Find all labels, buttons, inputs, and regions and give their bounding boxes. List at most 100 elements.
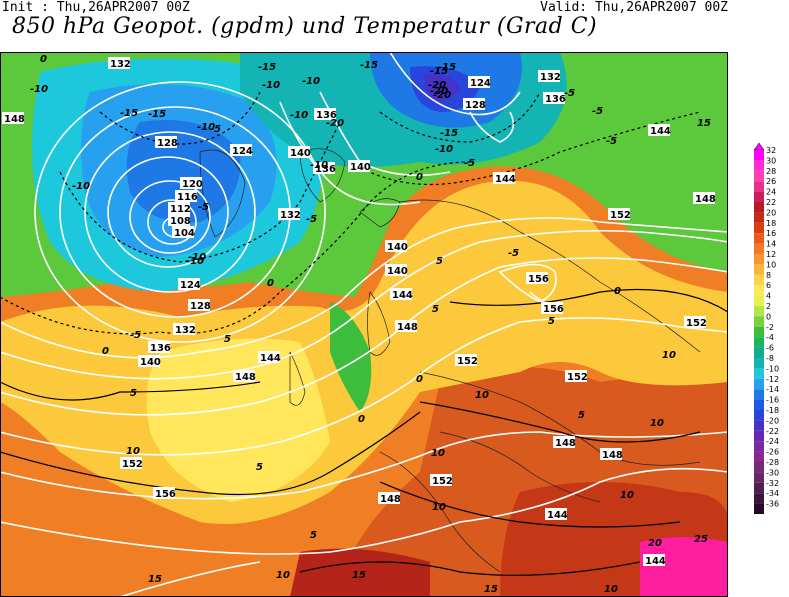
t-label: -20 (430, 86, 448, 97)
gp-label: 156 (153, 487, 176, 500)
svg-text:144: 144 (392, 290, 413, 301)
colorbar-label: -2 (766, 323, 774, 332)
t-label: 5 (130, 388, 137, 399)
colorbar-cell (754, 462, 764, 473)
gp-label: 148 (553, 436, 576, 449)
gp-label: 148 (233, 370, 256, 383)
gp-label: 140 (288, 146, 311, 159)
t-label: 15 (697, 118, 711, 129)
colorbar-cell (754, 430, 764, 442)
svg-text:156: 156 (155, 489, 176, 500)
colorbar-cell (754, 233, 764, 244)
t-label: -20 (428, 80, 446, 91)
init-time: Init : Thu,26APR2007 00Z (2, 0, 190, 15)
gp-label: 144 (390, 288, 413, 301)
colorbar-cell (754, 222, 764, 234)
t-label: -10 (30, 84, 48, 95)
gp-label: 112 (168, 202, 191, 215)
t-label: -5 (564, 88, 575, 99)
gp-label: 144 (545, 508, 568, 521)
svg-text:132: 132 (175, 325, 196, 336)
t-label: 0 (358, 414, 365, 425)
temp-field-green-land (330, 302, 372, 412)
colorbar-cell (754, 181, 764, 192)
svg-text:112: 112 (170, 204, 191, 215)
colorbar-label: -18 (766, 406, 779, 415)
coastlines (199, 148, 701, 573)
gp-label: 136 (543, 92, 566, 105)
gp-label: 148 (600, 448, 623, 461)
gp-label: 148 (395, 320, 418, 333)
t-label: -10 (290, 110, 308, 121)
svg-text:128: 128 (465, 100, 486, 111)
colorbar-label: -26 (766, 448, 779, 457)
gp-label: 116 (175, 190, 198, 203)
t-label: 10 (431, 448, 445, 459)
t-label: -15 (440, 128, 458, 139)
colorbar-label: 22 (766, 198, 776, 207)
gp-label: 120 (180, 177, 203, 190)
t-label: 5 (310, 530, 317, 541)
svg-text:148: 148 (695, 194, 716, 205)
t-label: 10 (276, 570, 290, 581)
colorbar-cell (754, 326, 764, 338)
t-label: 5 (436, 256, 443, 267)
svg-text:124: 124 (470, 78, 491, 89)
colorbar-arrow-up (753, 142, 765, 151)
colorbar-cell (754, 389, 764, 400)
colorbar-cell (754, 243, 764, 254)
gp-label: 132 (538, 70, 561, 83)
t-label: -10 (186, 256, 204, 267)
svg-text:152: 152 (122, 459, 143, 470)
t-label: 0 (267, 278, 274, 289)
colorbar-cell (754, 212, 764, 223)
colorbar-cell (754, 451, 764, 462)
t-label: -10 (262, 80, 280, 91)
colorbar-cell (754, 264, 764, 275)
svg-text:144: 144 (260, 353, 281, 364)
colorbar-label: 18 (766, 219, 776, 228)
gp-label: 132 (108, 57, 131, 70)
gp-label: 124 (178, 278, 201, 291)
svg-text:156: 156 (528, 274, 549, 285)
t-label: -5 (508, 248, 519, 259)
colorbar-label: 10 (766, 260, 776, 269)
t-label: 5 (224, 334, 231, 345)
colorbar-cell (754, 493, 764, 504)
gp-label: 152 (455, 354, 478, 367)
weather-map: 132 148 128 124 120 116 112 108 104 124 … (0, 52, 728, 597)
t-label: 0 (40, 54, 47, 65)
t-label: -5 (606, 136, 617, 147)
colorbar-cell (754, 316, 764, 327)
colorbar-label: 32 (766, 146, 776, 155)
colorbar-label: 14 (766, 240, 776, 249)
svg-text:148: 148 (235, 372, 256, 383)
gp-label: 152 (684, 316, 707, 329)
colorbar-label: 2 (766, 302, 771, 311)
geopotential-labels: 132 148 128 124 120 116 112 108 104 124 … (2, 57, 716, 567)
t-label: 15 (352, 570, 366, 581)
colorbar-label: 20 (766, 208, 776, 217)
svg-text:148: 148 (380, 494, 401, 505)
t-label: 5 (548, 316, 555, 327)
colorbar-cell (754, 170, 764, 182)
t-label: -5 (464, 158, 475, 169)
temp-field-darkred (290, 548, 430, 597)
gp-label: 140 (385, 264, 408, 277)
t-label: -15 (430, 66, 448, 77)
svg-text:124: 124 (180, 280, 201, 291)
svg-text:144: 144 (495, 174, 516, 185)
gp-label: 136 (313, 162, 336, 175)
t-label: -10 (197, 122, 215, 133)
t-label: 5 (578, 410, 585, 421)
colorbar-cell (754, 295, 764, 306)
gp-label: 128 (463, 98, 486, 111)
t-label: -15 (438, 62, 456, 73)
colorbar-label: 30 (766, 156, 776, 165)
t-label: -20 (433, 90, 451, 101)
colorbar-label: -32 (766, 479, 779, 488)
svg-text:132: 132 (110, 59, 131, 70)
colorbar-label: -30 (766, 468, 779, 477)
svg-text:136: 136 (315, 164, 336, 175)
gp-label: 136 (314, 108, 337, 121)
